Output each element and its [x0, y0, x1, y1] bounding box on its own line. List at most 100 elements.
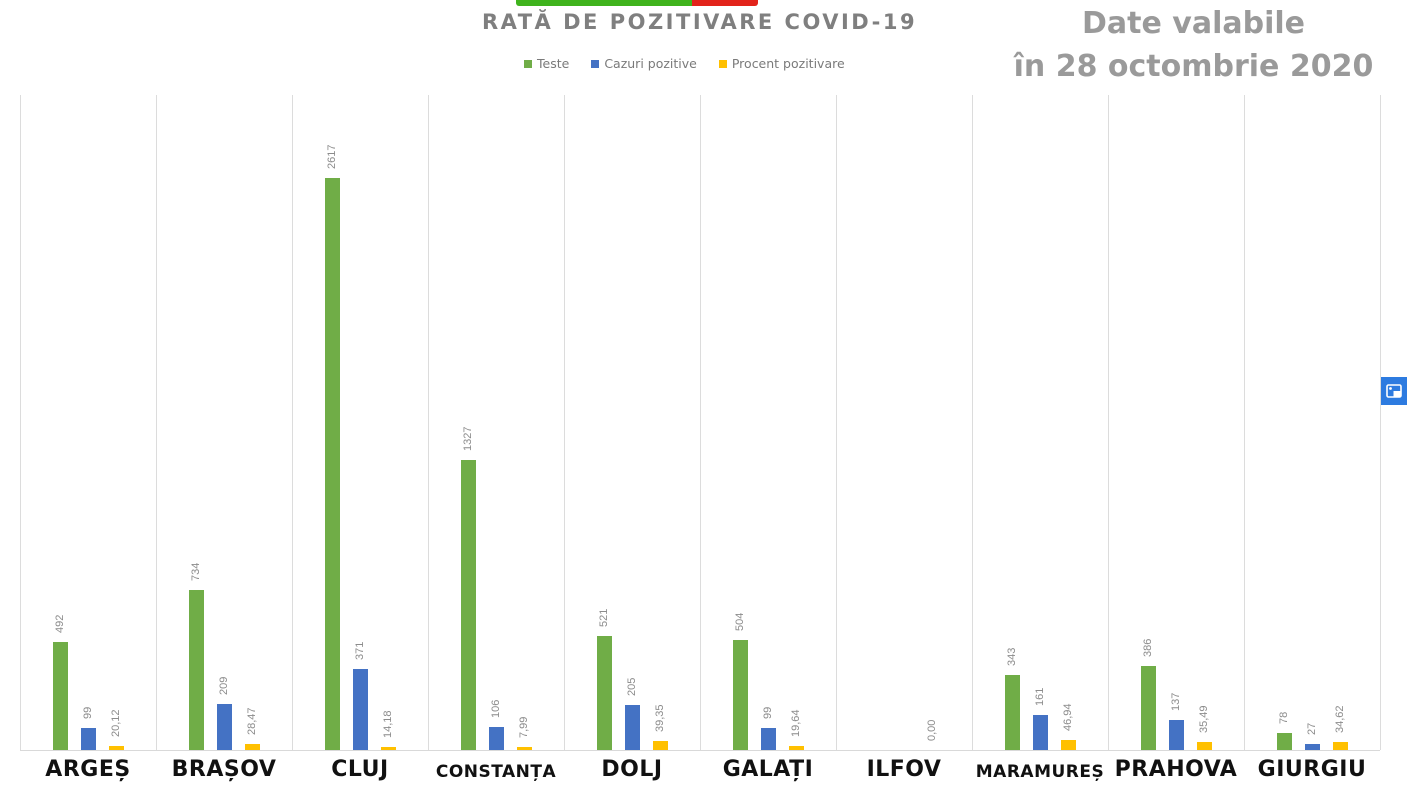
- bar-cazuri-pozitive: [625, 705, 640, 750]
- bar-procent-pozitivare: [653, 741, 668, 750]
- chart-title-text: RATĂ DE POZITIVARE COVID-19: [481, 10, 918, 34]
- category-label: CONSTANȚA: [435, 762, 557, 782]
- legend-swatch: [718, 59, 727, 68]
- bar-procent-pozitivare: [1197, 742, 1212, 750]
- legend-label: Procent pozitivare: [731, 56, 845, 71]
- bar-teste: [1277, 732, 1292, 750]
- bar-cazuri-pozitive: [1169, 720, 1184, 750]
- grid-separator: [20, 95, 21, 750]
- chart-title: RATĂ DE POZITIVARE COVID-19: [0, 10, 1407, 34]
- date-line-2: în 28 octombrie 2020: [1013, 49, 1374, 84]
- grid-separator: [972, 95, 973, 750]
- picture-in-picture-button[interactable]: [1381, 377, 1407, 405]
- data-label: 99: [82, 707, 94, 720]
- data-label: 99: [762, 707, 774, 720]
- category-group: 521 205 39,35: [564, 95, 700, 750]
- bar-cazuri-pozitive: [217, 704, 232, 750]
- bar-procent-pozitivare: [109, 745, 124, 750]
- bar-procent-pozitivare: [245, 743, 260, 750]
- bar-teste: [733, 639, 748, 750]
- bar-teste: [325, 177, 340, 750]
- bar-teste: [597, 636, 612, 750]
- data-label: 27: [1306, 722, 1318, 736]
- plot-area: 492 99 20,12 734 209 28,47 2617 371 14,18 1327 106…: [20, 95, 1381, 751]
- data-label: 386: [1142, 638, 1154, 657]
- bar-teste: [461, 459, 476, 750]
- legend-item-cazuri-pozitive: Cazuri pozitive: [591, 56, 697, 71]
- data-label: 0,00: [926, 719, 938, 741]
- data-label: 137: [1170, 692, 1182, 712]
- category-group: 734 209 28,47: [156, 95, 292, 750]
- category-group: 1327 106 7,99: [428, 95, 564, 750]
- legend: Teste Cazuri pozitive Procent pozitivare: [524, 56, 845, 71]
- data-label: 78: [1278, 711, 1290, 724]
- category-label: ILFOV: [866, 757, 942, 782]
- grid-separator: [700, 95, 701, 750]
- legend-item-procent-pozitivare: Procent pozitivare: [718, 56, 845, 71]
- bar-procent-pozitivare: [381, 746, 396, 750]
- data-label: 734: [190, 562, 202, 581]
- data-label: 1327: [462, 426, 474, 451]
- data-label: 28,47: [246, 707, 258, 735]
- data-label: 521: [598, 608, 610, 628]
- picture-in-picture-icon: [1386, 384, 1402, 398]
- category-label: BRAȘOV: [171, 757, 277, 782]
- category-label: ARGEȘ: [45, 757, 131, 782]
- legend-label: Cazuri pozitive: [604, 56, 697, 71]
- grid-separator: [1108, 95, 1109, 750]
- category-label: CLUJ: [331, 757, 389, 782]
- grid-separator: [428, 95, 429, 750]
- category-group: 78 27 34,62: [1244, 95, 1380, 750]
- bar-cazuri-pozitive: [1305, 744, 1320, 750]
- grid-separator: [1380, 95, 1381, 750]
- category-group: 504 99 19,64: [700, 95, 836, 750]
- data-label: 46,94: [1062, 703, 1074, 731]
- grid-separator: [1244, 95, 1245, 750]
- bar-cazuri-pozitive: [81, 728, 96, 750]
- data-label: 504: [734, 612, 746, 631]
- category-label: GALAȚI: [722, 757, 814, 782]
- date-note: Date valabile în 28 octombrie 2020: [980, 2, 1407, 88]
- bar-teste: [1141, 665, 1156, 750]
- category-group: 492 99 20,12: [20, 95, 156, 750]
- data-label: 39,35: [654, 704, 666, 733]
- bar-procent-pozitivare: [517, 747, 532, 750]
- banner-red: [692, 0, 758, 6]
- bar-procent-pozitivare: [1333, 742, 1348, 750]
- category-group: 2617 371 14,18: [292, 95, 428, 750]
- bar-cazuri-pozitive: [1033, 714, 1048, 750]
- grid-separator: [292, 95, 293, 750]
- data-label: 209: [218, 676, 230, 696]
- date-line-1: Date valabile: [1082, 6, 1305, 41]
- grid-separator: [156, 95, 157, 750]
- legend-swatch: [591, 59, 600, 68]
- data-label: 14,18: [382, 710, 394, 738]
- category-label: PRAHOVA: [1114, 757, 1238, 782]
- bar-cazuri-pozitive: [761, 728, 776, 750]
- bar-teste: [1005, 675, 1020, 750]
- data-label: 35,49: [1198, 705, 1210, 734]
- top-banner: [516, 0, 758, 6]
- data-label: 205: [626, 677, 638, 697]
- data-label: 34,62: [1334, 705, 1346, 734]
- data-label: 492: [54, 615, 66, 634]
- data-label: 20,12: [110, 709, 122, 737]
- grid-separator: [836, 95, 837, 750]
- category-label: DOLJ: [601, 757, 663, 782]
- legend-swatch: [524, 59, 532, 68]
- bar-cazuri-pozitive: [489, 726, 504, 750]
- data-label: 7,99: [518, 716, 530, 738]
- bar-procent-pozitivare: [789, 745, 804, 750]
- legend-item-teste: Teste: [524, 56, 569, 71]
- category-group: 0,00: [836, 95, 972, 750]
- data-label: 19,64: [790, 709, 802, 737]
- category-group: 343 161 46,94: [972, 95, 1108, 750]
- data-label: 343: [1006, 647, 1018, 667]
- data-label: 106: [490, 699, 502, 718]
- grid-separator: [564, 95, 565, 750]
- banner-green: [516, 0, 692, 6]
- data-label: 371: [354, 641, 366, 660]
- category-label: GIURGIU: [1257, 757, 1367, 782]
- bar-procent-pozitivare: [1061, 739, 1076, 750]
- data-label: 2617: [326, 144, 338, 169]
